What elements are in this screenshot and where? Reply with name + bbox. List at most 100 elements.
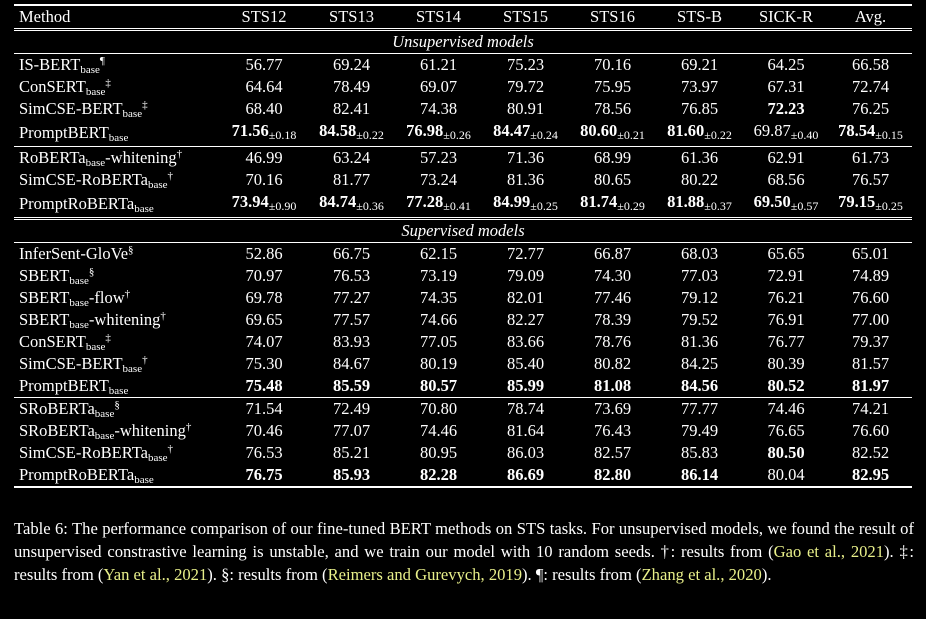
score-value: 80.39 <box>767 354 805 373</box>
score-cell: 79.12 <box>656 287 743 309</box>
score-cell: 78.76 <box>569 331 656 353</box>
score-value: 69.87 <box>753 121 791 140</box>
method-cell: SBERTbase§ <box>14 265 220 287</box>
method-name: IS-BERT <box>19 55 81 74</box>
score-cell: 81.64 <box>482 420 569 442</box>
score-cell: 77.27 <box>308 287 395 309</box>
score-cell: 77.46 <box>569 287 656 309</box>
method-subscript: base <box>134 474 154 486</box>
footnote-mark: ‡ <box>105 77 111 89</box>
score-cell: 75.48 <box>220 375 308 398</box>
score-cell: 57.23 <box>395 146 482 169</box>
score-cell: 80.50 <box>743 442 829 464</box>
score-cell: 80.60±0.21 <box>569 120 656 147</box>
score-value: 80.60 <box>580 121 618 140</box>
score-value: 76.53 <box>245 443 283 462</box>
score-cell: 46.99 <box>220 146 308 169</box>
score-value: 82.41 <box>332 99 371 118</box>
table-row: PromptBERTbase 75.48 85.59 80.57 85.99 81.08 8… <box>14 375 912 398</box>
score-cell: 78.49 <box>308 76 395 98</box>
score-value: 68.99 <box>593 148 632 167</box>
score-value: 76.75 <box>245 465 283 484</box>
footnote-mark: ¶ <box>99 55 105 67</box>
score-value: 85.83 <box>680 443 719 462</box>
score-value: 64.64 <box>245 77 283 96</box>
score-value: 75.48 <box>245 376 283 395</box>
score-cell: 72.77 <box>482 242 569 265</box>
score-cell: 73.24 <box>395 169 482 191</box>
score-cell: 64.25 <box>743 53 829 76</box>
score-cell: 81.97 <box>829 375 912 398</box>
method-cell: SRoBERTabase-whitening† <box>14 420 220 442</box>
method-cell: InferSent-GloVe§ <box>14 242 220 265</box>
method-cell: IS-BERTbase¶ <box>14 53 220 76</box>
score-cell: 85.99 <box>482 375 569 398</box>
method-name: ConSERT <box>19 332 86 351</box>
score-cell: 82.28 <box>395 464 482 488</box>
citation-link[interactable]: Zhang et al., 2020 <box>641 565 762 584</box>
score-cell: 85.83 <box>656 442 743 464</box>
score-value: 69.21 <box>680 55 719 74</box>
score-value: 81.36 <box>506 170 545 189</box>
score-cell: 80.04 <box>743 464 829 488</box>
score-cell: 77.28±0.41 <box>395 191 482 219</box>
table-row: ConSERTbase‡ 64.64 78.49 69.07 79.72 75.95 73.… <box>14 76 912 98</box>
table-row: SimCSE-BERTbase† 75.30 84.67 80.19 85.40 80.8… <box>14 353 912 375</box>
score-value: 56.77 <box>245 55 283 74</box>
method-name: SBERT <box>19 266 70 285</box>
score-cell: 86.69 <box>482 464 569 488</box>
score-value: 76.57 <box>851 170 890 189</box>
score-std: ±0.24 <box>530 128 558 142</box>
score-value: 80.52 <box>767 376 805 395</box>
score-value: 85.93 <box>332 465 371 484</box>
score-cell: 77.03 <box>656 265 743 287</box>
score-cell: 73.97 <box>656 76 743 98</box>
score-cell: 66.87 <box>569 242 656 265</box>
score-value: 84.67 <box>332 354 371 373</box>
score-cell: 84.99±0.25 <box>482 191 569 219</box>
footnote-mark: † <box>124 288 131 300</box>
score-cell: 70.80 <box>395 397 482 420</box>
score-value: 73.19 <box>419 266 458 285</box>
table-row: SimCSE-RoBERTabase† 76.53 85.21 80.95 86.03 8… <box>14 442 912 464</box>
section-header-row: Unsupervised models <box>14 28 912 54</box>
score-value: 70.97 <box>245 266 283 285</box>
citation-link[interactable]: Yan et al., 2021 <box>103 565 208 584</box>
citation-link[interactable]: Reimers and Gurevych, 2019 <box>327 565 523 584</box>
score-std: ±0.37 <box>704 199 732 213</box>
score-value: 81.57 <box>851 354 890 373</box>
score-cell: 76.98±0.26 <box>395 120 482 147</box>
score-cell: 61.73 <box>829 146 912 169</box>
score-cell: 77.00 <box>829 309 912 331</box>
score-cell: 78.39 <box>569 309 656 331</box>
score-cell: 68.40 <box>220 98 308 120</box>
score-value: 65.65 <box>767 244 805 263</box>
score-cell: 72.49 <box>308 397 395 420</box>
caption-text: ). ‡: results from ( <box>14 542 915 584</box>
table-caption: Table 6: The performance comparison of o… <box>14 517 914 586</box>
section-header-row: Supervised models <box>14 217 912 243</box>
score-cell: 61.36 <box>656 146 743 169</box>
score-cell: 76.60 <box>829 420 912 442</box>
score-value: 77.46 <box>593 288 632 307</box>
score-value: 84.99 <box>493 192 531 211</box>
score-cell: 77.57 <box>308 309 395 331</box>
citation-link[interactable]: Gao et al., 2021 <box>773 542 885 561</box>
footnote-mark: § <box>114 399 120 411</box>
score-cell: 69.78 <box>220 287 308 309</box>
score-value: 85.59 <box>332 376 371 395</box>
footnote-mark: † <box>167 443 174 455</box>
score-cell: 80.82 <box>569 353 656 375</box>
score-value: 76.43 <box>593 421 632 440</box>
score-cell: 62.15 <box>395 242 482 265</box>
score-cell: 72.91 <box>743 265 829 287</box>
method-suffix: -whitening <box>114 421 186 440</box>
score-cell: 69.65 <box>220 309 308 331</box>
score-value: 81.36 <box>680 332 719 351</box>
caption-text: ). ¶: results from ( <box>522 565 642 584</box>
score-cell: 74.89 <box>829 265 912 287</box>
score-value: 85.21 <box>332 443 371 462</box>
score-cell: 52.86 <box>220 242 308 265</box>
score-cell: 74.66 <box>395 309 482 331</box>
score-value: 85.99 <box>506 376 545 395</box>
